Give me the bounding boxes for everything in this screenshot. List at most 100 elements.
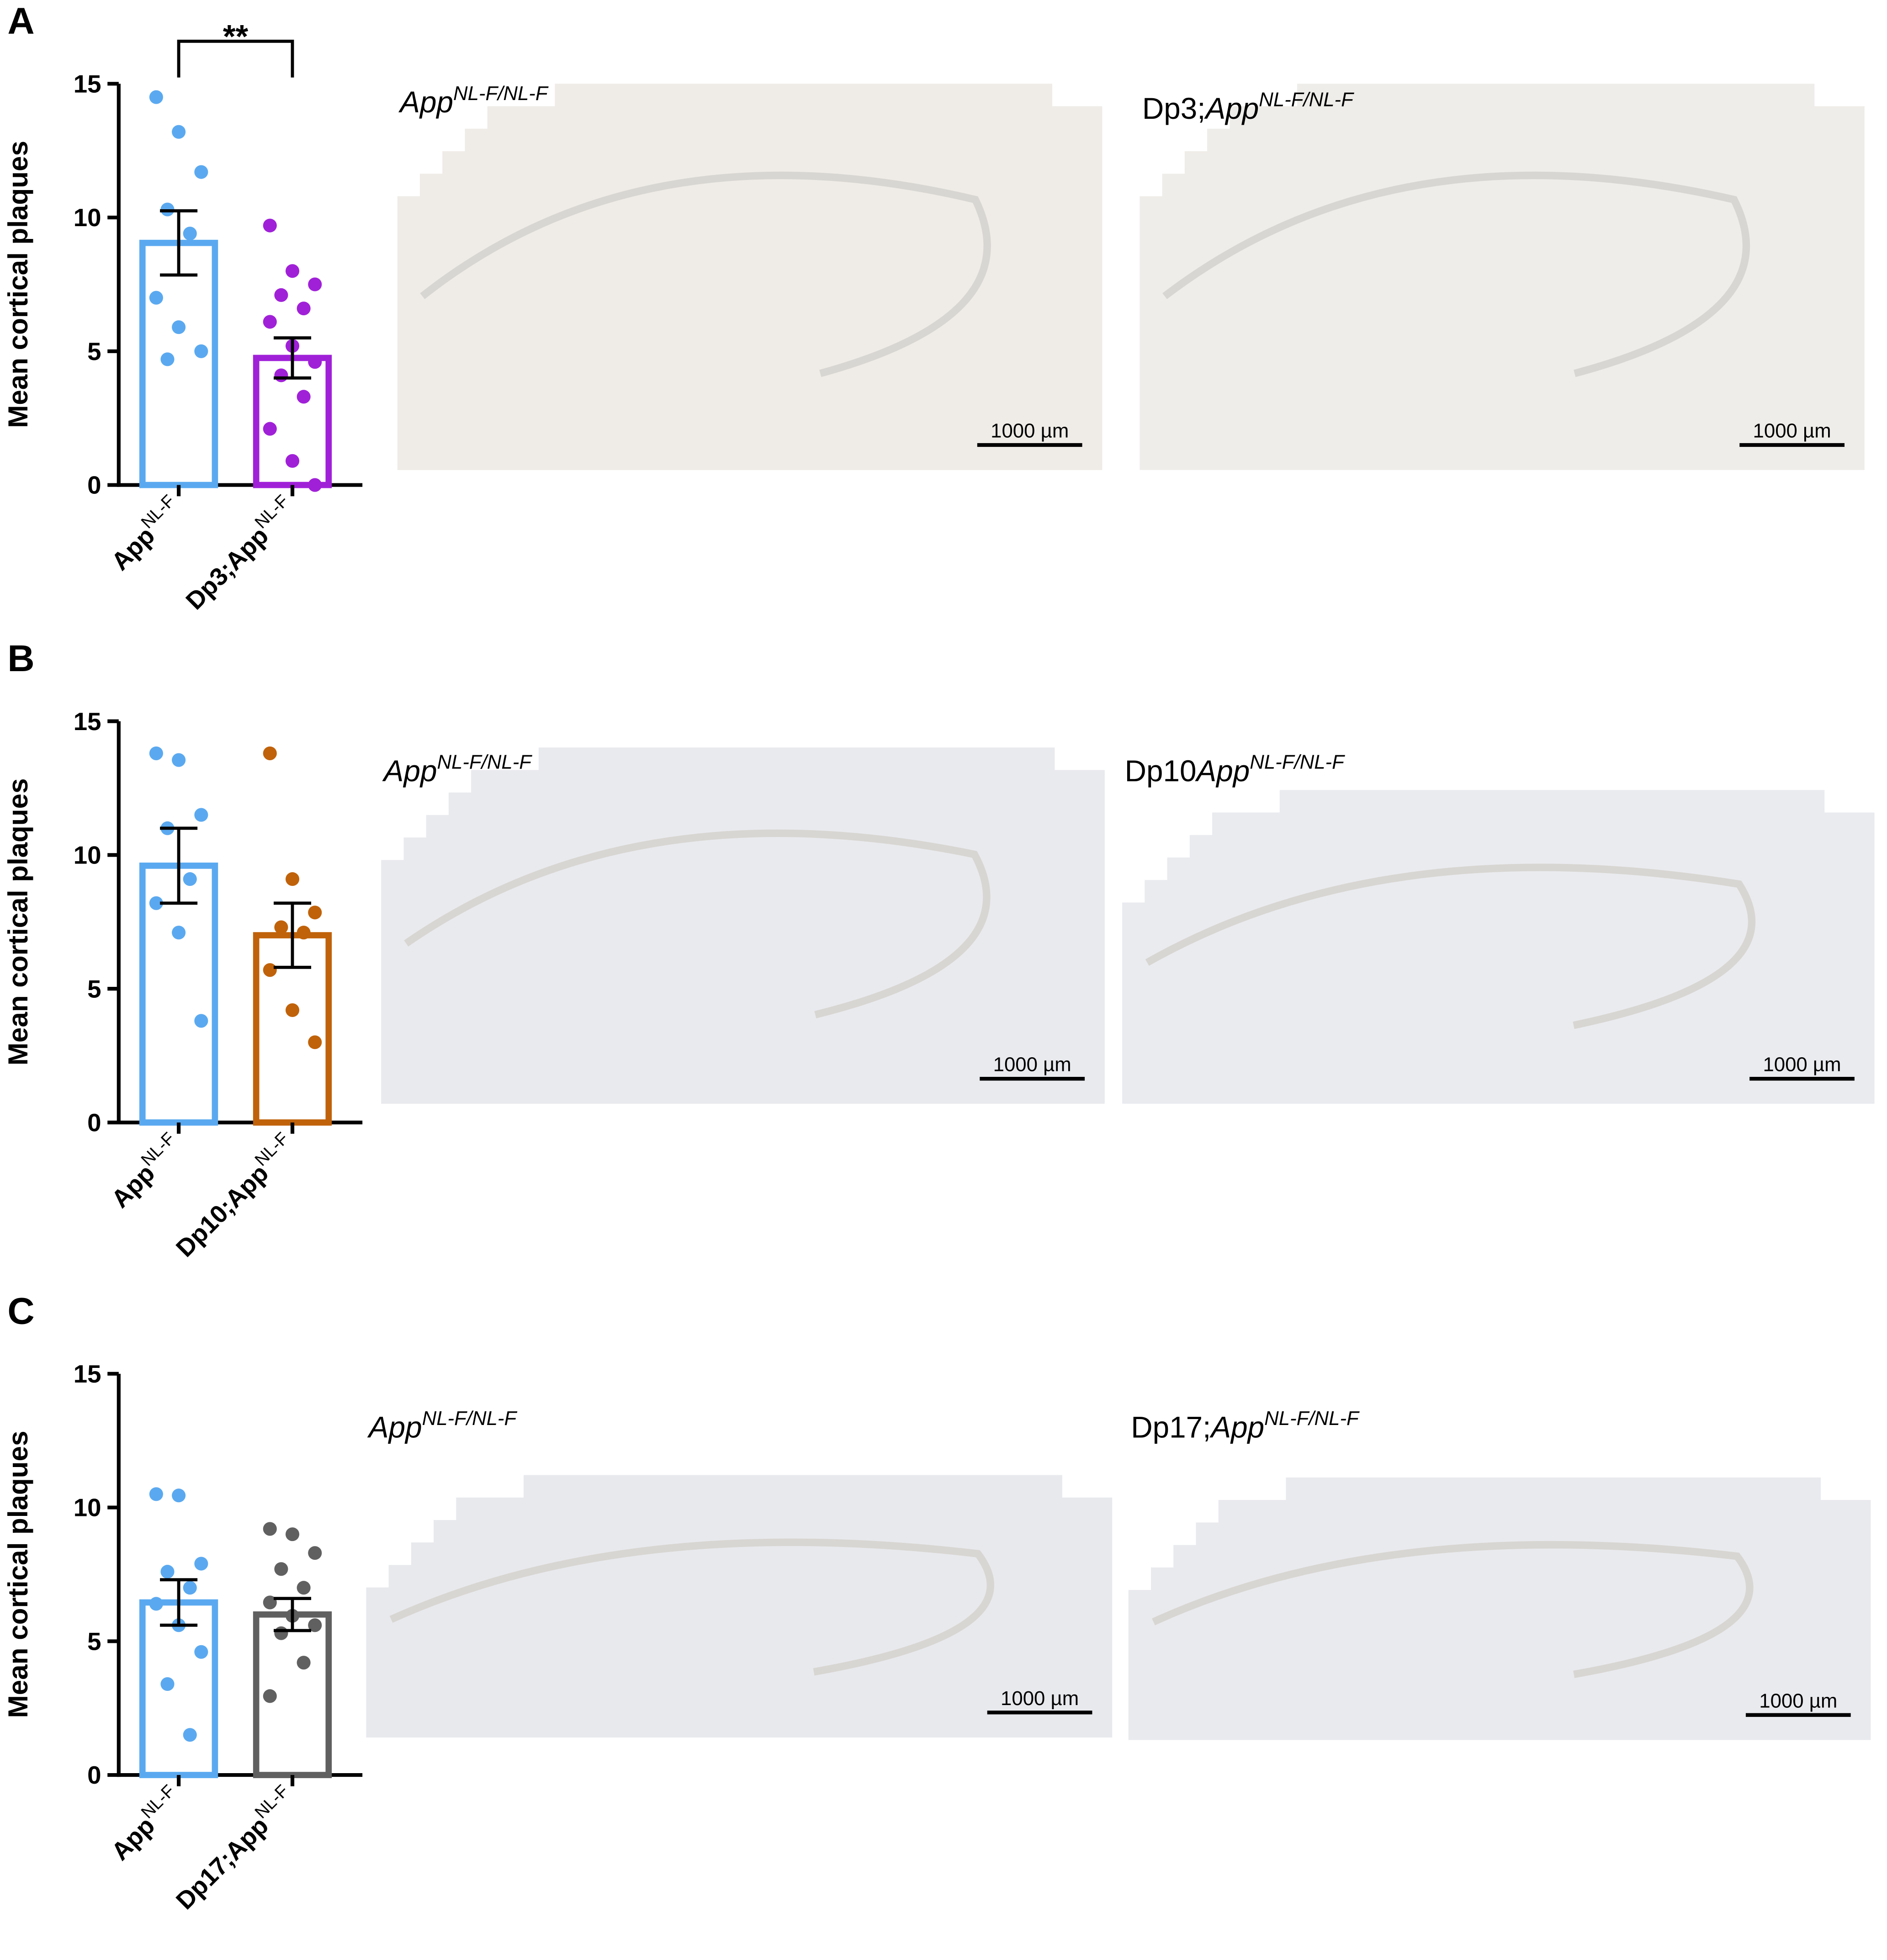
- data-point: [149, 291, 163, 305]
- data-point: [149, 746, 163, 760]
- data-point: [183, 1728, 197, 1742]
- y-axis-label: Mean cortical plaques: [3, 778, 33, 1065]
- data-point: [263, 218, 277, 233]
- label-gene: App: [367, 1410, 422, 1444]
- x-tick-label: Dp3;AppNL-F: [177, 491, 301, 615]
- data-point: [297, 302, 311, 316]
- x-tick-label: Dp17;AppNL-F: [168, 1781, 302, 1915]
- significance-label: **: [223, 19, 249, 55]
- brain-outline: [1162, 171, 1750, 377]
- bar: [139, 239, 218, 488]
- data-point: [194, 1557, 208, 1571]
- label-gene: App: [1209, 1410, 1264, 1444]
- data-point: [160, 1565, 175, 1579]
- y-axis-label: Mean cortical plaques: [3, 1431, 33, 1718]
- micrograph: [397, 84, 1103, 470]
- label-superscript: NL-F/NL-F: [1250, 751, 1345, 773]
- data-point: [172, 125, 186, 139]
- panel-label: A: [7, 0, 34, 42]
- image-label: AppNL-F/NL-F: [398, 82, 549, 119]
- data-point: [183, 227, 197, 241]
- category-name: Dp3;App: [180, 521, 274, 615]
- error-bar: [273, 336, 312, 380]
- data-point: [297, 1581, 311, 1595]
- y-axis-label: Mean cortical plaques: [3, 141, 33, 428]
- data-point: [172, 320, 186, 334]
- panel-label: C: [7, 1290, 34, 1332]
- x-tick-label: Dp10;AppNL-F: [168, 1128, 302, 1262]
- image-label: AppNL-F/NL-F: [382, 751, 533, 788]
- data-point: [285, 1003, 300, 1017]
- y-tick-label: 5: [87, 1627, 101, 1655]
- data-point: [263, 1689, 277, 1703]
- brain-outline: [1152, 1541, 1754, 1678]
- y-tick-label: 15: [74, 1360, 101, 1388]
- data-point: [274, 1626, 288, 1640]
- data-point: [149, 896, 163, 910]
- label-superscript: NL-F/NL-F: [1259, 89, 1354, 111]
- label-gene: App: [398, 85, 453, 119]
- data-point: [285, 1527, 300, 1542]
- data-point: [183, 872, 197, 886]
- image-label: Dp3;AppNL-F/NL-F: [1142, 89, 1354, 125]
- label-superscript: NL-F/NL-F: [1264, 1407, 1360, 1430]
- scale-bar-label: 1000 µm: [1763, 1054, 1841, 1076]
- x-tick-label: AppNL-F: [103, 491, 187, 576]
- data-point: [274, 368, 288, 382]
- label-superscript: NL-F/NL-F: [437, 751, 532, 773]
- y-tick-label: 5: [87, 337, 101, 366]
- error-bar: [160, 826, 198, 905]
- data-point: [149, 1597, 163, 1611]
- data-point: [172, 1489, 186, 1503]
- data-point: [263, 422, 277, 436]
- label-prefix: Dp10: [1125, 754, 1197, 788]
- micrograph: [381, 747, 1105, 1104]
- micrograph: [1140, 84, 1865, 470]
- data-point: [263, 1522, 277, 1536]
- category-name: Dp17;App: [170, 1812, 274, 1915]
- data-point: [194, 1014, 208, 1028]
- data-point: [263, 315, 277, 329]
- data-point: [297, 390, 311, 404]
- data-point: [308, 1035, 322, 1049]
- y-tick-label: 10: [74, 1494, 101, 1522]
- data-point: [285, 872, 300, 886]
- data-point: [308, 478, 322, 492]
- label-prefix: Dp3;: [1142, 92, 1206, 125]
- label-superscript: NL-F/NL-F: [453, 82, 549, 105]
- image-label: AppNL-F/NL-F: [367, 1407, 518, 1444]
- error-bar: [273, 1597, 312, 1632]
- scale-bar-label: 1000 µm: [991, 420, 1069, 442]
- y-tick-label: 0: [87, 471, 101, 499]
- micrograph: [1122, 790, 1875, 1104]
- image-label: Dp17;AppNL-F/NL-F: [1131, 1407, 1360, 1444]
- label-gene: App: [1195, 754, 1250, 788]
- data-point: [160, 1677, 175, 1691]
- y-tick-label: 0: [87, 1108, 101, 1137]
- data-point: [149, 90, 163, 104]
- brain-outline: [420, 171, 991, 377]
- data-point: [172, 926, 186, 940]
- data-point: [285, 454, 300, 468]
- significance-bracket: [177, 39, 294, 78]
- data-point: [183, 1581, 197, 1595]
- data-point: [194, 808, 208, 822]
- data-point: [194, 1645, 208, 1659]
- data-point: [308, 1618, 322, 1632]
- label-gene: App: [1204, 92, 1259, 125]
- label-superscript: NL-F/NL-F: [422, 1407, 518, 1430]
- brain-outline: [389, 1538, 994, 1676]
- data-point: [285, 264, 300, 278]
- error-bar: [160, 1578, 198, 1627]
- scale-bar-label: 1000 µm: [1001, 1687, 1079, 1710]
- y-tick-label: 10: [74, 203, 101, 232]
- data-point: [308, 277, 322, 291]
- data-point: [274, 920, 288, 934]
- x-tick-label: AppNL-F: [103, 1128, 187, 1213]
- micrograph: [366, 1475, 1113, 1738]
- data-point: [263, 1595, 277, 1610]
- label-gene: App: [382, 754, 437, 788]
- image-label: Dp10AppNL-F/NL-F: [1125, 751, 1346, 788]
- scale-bar-label: 1000 µm: [1759, 1690, 1837, 1712]
